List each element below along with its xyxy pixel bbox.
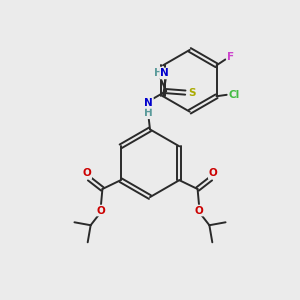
Text: O: O: [209, 168, 218, 178]
Text: F: F: [227, 52, 234, 62]
Text: N: N: [160, 68, 169, 78]
Text: O: O: [82, 168, 91, 178]
Text: N: N: [144, 98, 153, 108]
Text: H: H: [144, 108, 153, 118]
Text: O: O: [97, 206, 105, 215]
Text: S: S: [188, 88, 196, 98]
Text: O: O: [195, 206, 203, 215]
Text: Cl: Cl: [229, 90, 240, 100]
Text: H: H: [154, 68, 162, 78]
